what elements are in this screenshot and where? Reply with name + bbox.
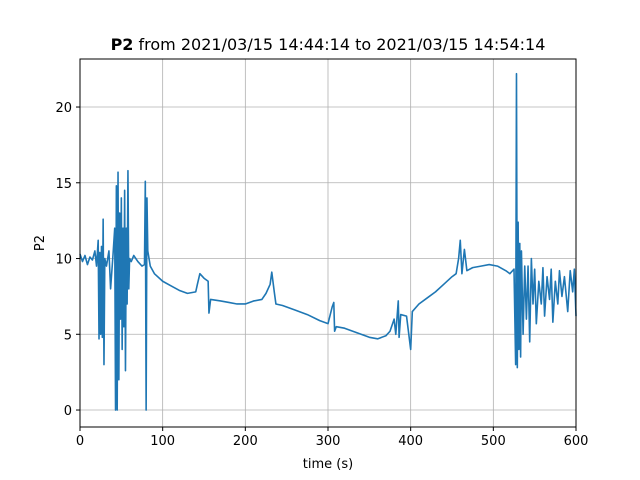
chart-title: P2 from 2021/03/15 14:44:14 to 2021/03/1… xyxy=(111,35,546,54)
x-tick-label: 300 xyxy=(316,434,341,449)
title-bold: P2 xyxy=(111,35,134,54)
y-tick-label: 15 xyxy=(55,177,72,192)
x-tick-label: 200 xyxy=(233,434,258,449)
x-tick-label: 600 xyxy=(564,434,589,449)
x-tick-label: 400 xyxy=(398,434,423,449)
x-tick-label: 500 xyxy=(481,434,506,449)
y-tick-label: 20 xyxy=(55,101,72,116)
x-axis-label: time (s) xyxy=(303,457,353,472)
x-tick-label: 0 xyxy=(76,434,84,449)
y-tick-label: 0 xyxy=(64,404,72,419)
y-axis-label: P2 xyxy=(33,235,48,251)
title-text: from 2021/03/15 14:44:14 to 2021/03/15 1… xyxy=(139,35,546,54)
y-tick-label: 5 xyxy=(64,328,72,343)
x-tick-label: 100 xyxy=(150,434,175,449)
data-line xyxy=(79,72,577,411)
plot-frame xyxy=(79,58,577,428)
y-tick-label: 10 xyxy=(55,253,72,268)
